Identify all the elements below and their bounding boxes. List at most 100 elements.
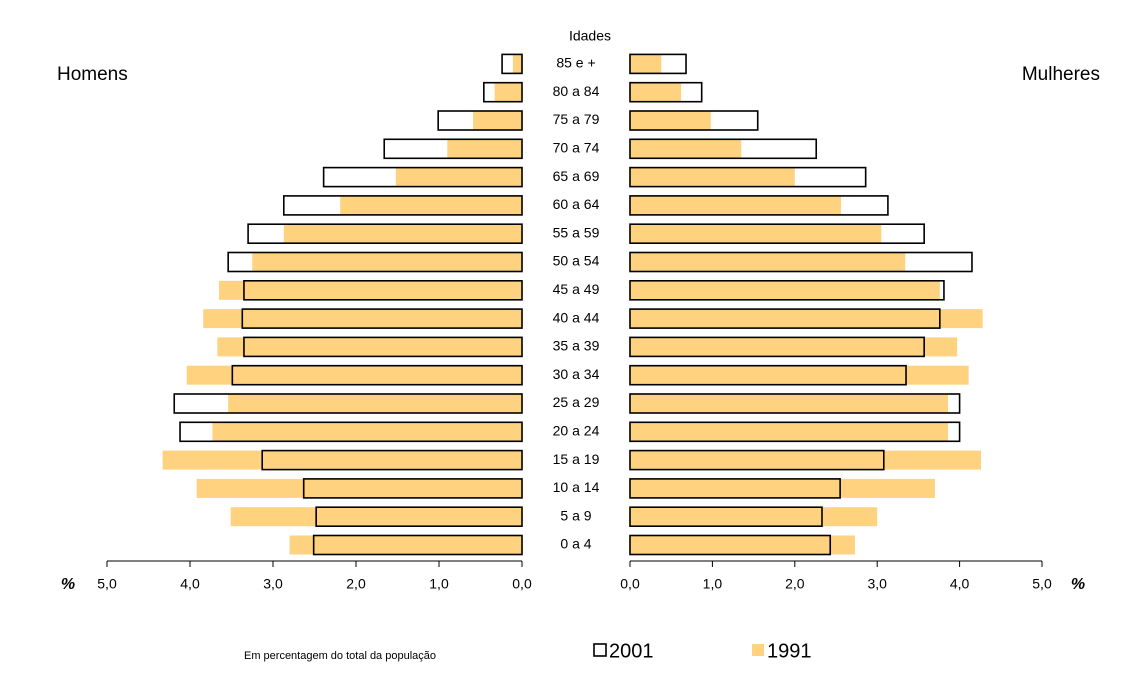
bar-women [630,167,795,187]
bar-men [312,534,523,556]
left-label: Homens [57,64,128,85]
category-axis-title: Idades [569,28,611,44]
bar-men [283,224,522,244]
bar-men [179,421,523,443]
legend-swatch [752,644,764,656]
bar-women [630,82,682,102]
bar-women [630,478,935,498]
bar-women [630,195,841,215]
right-label: Mulheres [1022,64,1100,85]
category-label: 45 a 49 [553,281,600,297]
bar-men [241,308,523,329]
bar-women [629,251,973,273]
bar-men [186,365,522,385]
bar-men [512,54,522,74]
bar-women [630,54,662,74]
x-unit: % [61,576,75,593]
bar-men [243,279,523,301]
bar-women [629,53,687,75]
bar-women [630,139,742,159]
bar-women [629,223,925,244]
bar-women [629,81,703,103]
bar-women [629,421,961,443]
bar-men [228,394,522,413]
bar-men [217,337,522,357]
bar-men [315,506,523,528]
category-label: 55 a 59 [553,224,600,240]
bar-men [494,82,522,102]
x-tick-label: 4,0 [180,576,200,592]
x-tick-label: 3,0 [263,576,283,592]
bar-men [247,223,523,244]
category-label: 80 a 84 [553,83,600,99]
bar-men [302,478,523,499]
bar-women [629,506,823,528]
bar-men [162,450,523,470]
bar-men [282,195,523,216]
bar-women [630,450,982,470]
bar-women [629,534,832,556]
bar-women [629,449,885,471]
x-tick-label: 0,0 [512,576,532,592]
bar-women [629,393,961,414]
bar-men [231,364,523,386]
bar-men [289,535,522,555]
bar-men [483,81,523,103]
bar-men [243,336,523,358]
legend-label: 2001 [609,640,654,662]
bar-men [203,309,522,329]
bar-men [196,478,522,498]
category-label: 50 a 54 [553,253,600,269]
category-label: 5 a 9 [560,507,591,523]
bar-women [629,308,941,329]
legend-label: 1991 [767,640,812,662]
bar-women [629,364,907,386]
bar-women [630,224,882,244]
bar-men [501,53,523,75]
bar-women [629,166,867,188]
category-label: 85 e + [556,55,595,71]
x2-tick-label: 1,0 [703,576,723,592]
category-label: 70 a 74 [553,140,600,156]
bar-women [629,110,759,131]
bar-women [630,309,983,329]
bar-women [629,478,841,499]
category-label: 35 a 39 [553,338,600,354]
category-label: 75 a 79 [553,111,600,127]
bar-women [630,535,855,555]
bar-women [630,252,906,272]
bar-men [230,507,523,527]
bar-women [630,365,969,385]
category-label: 25 a 29 [553,394,600,410]
category-label: 40 a 44 [553,309,600,325]
x2-unit: % [1071,576,1085,593]
category-label: 10 a 14 [553,479,600,495]
bar-men [227,251,523,273]
x2-tick-label: 0,0 [620,576,640,592]
bar-men [252,252,522,272]
x2-tick-label: 5,0 [1032,576,1052,592]
bar-men [473,111,522,130]
category-label: 0 a 4 [560,536,591,552]
x2-tick-label: 3,0 [867,576,887,592]
bar-men [219,280,523,300]
bar-men [395,167,522,187]
bar-women [629,138,818,160]
bar-men [437,110,523,131]
category-label: 30 a 34 [553,366,600,382]
legend-swatch [593,643,607,657]
bar-women [629,195,889,216]
bar-women [629,336,925,358]
bar-men [447,139,522,159]
bar-women [630,111,711,130]
x-tick-label: 2,0 [346,576,366,592]
bar-men [173,393,523,414]
bar-women [630,422,949,442]
bar-women [630,507,878,527]
bar-men [340,195,522,215]
bar-women [630,337,958,357]
bar-men [322,166,523,188]
note: Em percentagem do total da população [244,650,436,662]
bar-men [261,449,523,471]
